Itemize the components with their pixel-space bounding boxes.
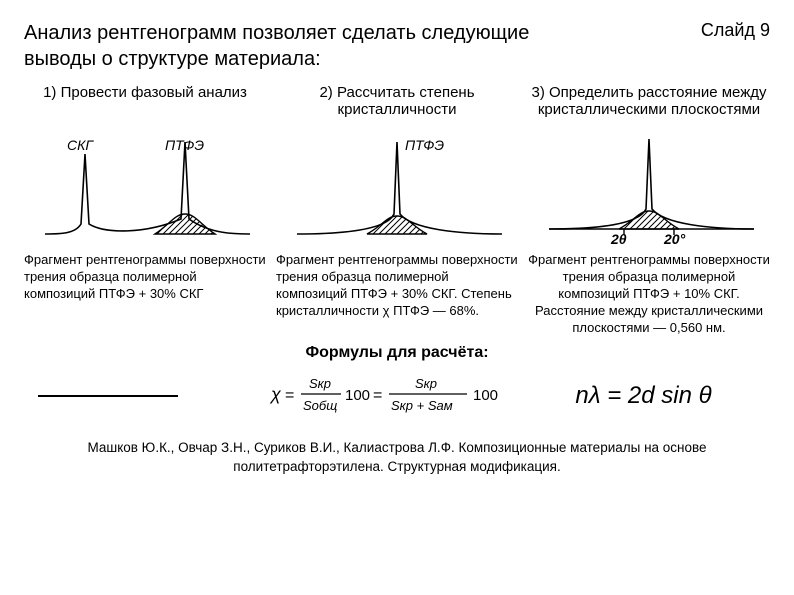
label-2theta: 2θ (610, 231, 627, 244)
label-ptfe2: ПТФЭ (405, 137, 444, 153)
divider-line (38, 395, 178, 397)
formula-chi: χ = Sкр Sобщ 100 = Sкр Sкр + Sам 100 (267, 370, 527, 421)
svg-text:=: = (373, 387, 382, 404)
bragg-text: nλ = 2d sin θ (575, 382, 711, 409)
column-distance: 3) Определить расстояние между кристалли… (528, 84, 770, 336)
column-crystallinity: 2) Рассчитать степень кристалличности ПТ… (276, 84, 518, 336)
diagram-phase: СКГ ПТФЭ (24, 134, 266, 244)
col3-heading: 3) Определить расстояние между кристалли… (528, 84, 770, 124)
times100b: 100 (473, 387, 498, 404)
diagram-crystallinity: ПТФЭ (276, 134, 518, 244)
times100a: 100 (345, 387, 370, 404)
formula-slot-1 (34, 395, 267, 397)
column-phase-analysis: 1) Провести фазовый анализ СКГ ПТФЭ Фраг… (24, 84, 266, 336)
frac1-top: Sкр (309, 376, 331, 391)
frac2-bot: Sкр + Sам (391, 398, 453, 413)
col2-caption: Фрагмент рентгенограммы поверхности трен… (276, 252, 518, 320)
col2-heading: 2) Рассчитать степень кристалличности (276, 84, 518, 124)
col1-caption: Фрагмент рентгенограммы поверхности трен… (24, 252, 266, 303)
page-title: Анализ рентгенограмм позволяет сделать с… (24, 20, 594, 72)
frac2-top: Sкр (415, 376, 437, 391)
diagram-distance: 2θ 20° (528, 134, 770, 244)
col1-heading: 1) Провести фазовый анализ (24, 84, 266, 124)
slide-number: Слайд 9 (701, 20, 770, 41)
formula-bragg: nλ = 2d sin θ (527, 382, 760, 410)
frac1-bot: Sобщ (303, 398, 337, 413)
col3-caption: Фрагмент рентгенограммы поверхности трен… (528, 252, 770, 336)
label-skg: СКГ (67, 137, 94, 153)
svg-text:=: = (285, 387, 294, 404)
chi-symbol: χ (269, 384, 282, 404)
footer-citation: Машков Ю.К., Овчар З.Н., Суриков В.И., К… (24, 439, 770, 477)
label-20deg: 20° (663, 231, 686, 244)
formulas-heading: Формулы для расчёта: (24, 344, 770, 362)
